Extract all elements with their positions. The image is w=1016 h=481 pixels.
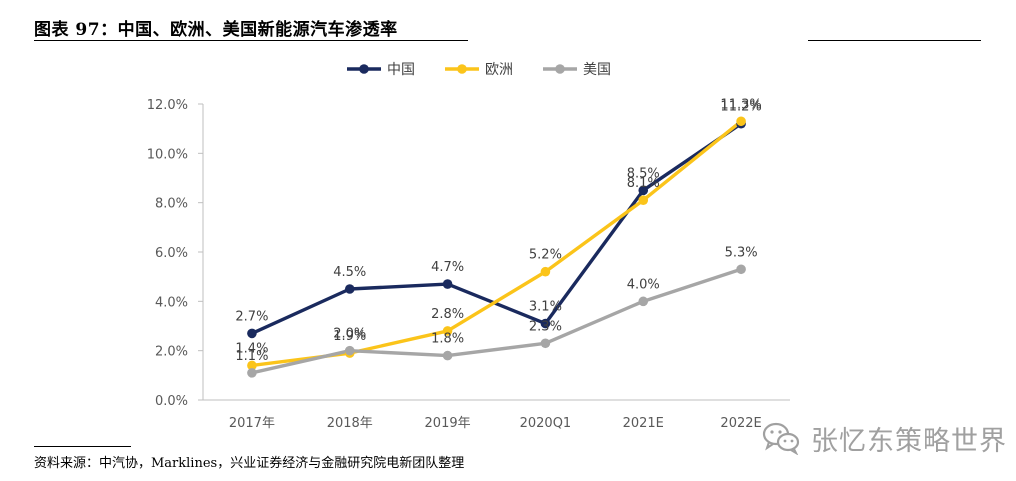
data-label: 8.5% (627, 166, 660, 181)
data-label: 4.7% (431, 260, 464, 275)
legend-label: 欧洲 (485, 62, 513, 78)
data-point (442, 350, 453, 361)
data-label: 1.1% (235, 349, 268, 364)
legend-label: 中国 (387, 62, 415, 78)
data-point (442, 279, 453, 289)
x-tick-label: 2020Q1 (520, 416, 572, 431)
data-label: 1.4% (235, 341, 268, 356)
axis-layer: 0.0% 2.0% 4.0% 6.0% 8.0% 10.0% 12.0% 2017年 2018年… (147, 98, 790, 431)
data-label: 1.8% (431, 332, 464, 347)
data-point (344, 284, 355, 294)
y-tick-label: 4.0% (155, 295, 188, 310)
data-label: 4.5% (333, 265, 366, 280)
figure-title: 图表 97：中国、欧洲、美国新能源汽车渗透率 (34, 20, 398, 40)
data-point (442, 326, 453, 336)
legend: 中国 欧洲 美国 (347, 62, 611, 78)
title-rule-left (34, 40, 468, 41)
data-label: 3.1% (529, 300, 562, 315)
x-tick-label: 2021E (623, 416, 664, 431)
x-tick-label: 2019年 (425, 416, 471, 431)
data-label: 5.2% (529, 248, 562, 263)
y-tick-label: 2.0% (155, 345, 188, 360)
data-point (736, 116, 746, 127)
data-label: 2.8% (431, 307, 464, 322)
data-point (247, 368, 257, 378)
series-line-3 (251, 267, 742, 375)
data-point (540, 338, 551, 349)
data-point (247, 360, 257, 371)
data-label: 4.0% (627, 277, 660, 292)
legend-swatch-marker (457, 64, 467, 74)
data-label: 2.3% (529, 319, 562, 334)
data-point (638, 195, 649, 205)
series-line-1 (251, 122, 743, 335)
data-label-layer: 2.7% 4.5% 4.7% 3.1% 8.5% 11.2% 1.4% 1.9% 2.8% 5.2… (235, 97, 761, 364)
legend-swatch-marker (555, 64, 565, 74)
data-point (247, 328, 257, 339)
y-tick-label: 8.0% (155, 197, 188, 212)
data-label: 11.3% (720, 97, 761, 112)
data-label: 11.2% (720, 100, 761, 115)
data-point (344, 345, 355, 356)
data-label: 5.3% (725, 245, 758, 260)
source-note: 资料来源：中汽协，Marklines，兴业证券经济与金融研究院电新团队整理 (34, 456, 465, 471)
title-rule-right (808, 40, 981, 41)
x-tick-label: 2018年 (327, 416, 373, 431)
data-label: 2.0% (333, 327, 366, 342)
watermark-text: 张忆东策略世界 (811, 425, 1007, 457)
data-point (736, 264, 746, 275)
data-point (638, 296, 649, 307)
x-tick-label: 2022E (720, 416, 761, 431)
legend-label: 美国 (583, 62, 611, 78)
source-rule (34, 446, 131, 447)
y-tick-label: 0.0% (155, 394, 188, 409)
series-line-2 (251, 119, 743, 368)
legend-swatch-marker (359, 64, 369, 74)
data-label: 8.1% (627, 176, 660, 191)
y-tick-label: 6.0% (155, 246, 188, 261)
series-layer (247, 116, 746, 378)
data-label: 2.7% (235, 309, 268, 324)
data-point (540, 318, 551, 329)
data-point (638, 185, 649, 196)
data-label: 1.9% (333, 329, 366, 344)
wechat-icon (762, 422, 800, 455)
watermark: 张忆东策略世界 (761, 421, 1007, 457)
y-tick-label: 12.0% (147, 98, 188, 113)
y-tick-label: 10.0% (147, 147, 188, 162)
data-point (540, 266, 551, 277)
x-tick-label: 2017年 (229, 416, 275, 431)
